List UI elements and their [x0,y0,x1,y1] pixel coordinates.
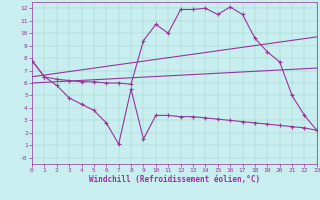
X-axis label: Windchill (Refroidissement éolien,°C): Windchill (Refroidissement éolien,°C) [89,175,260,184]
